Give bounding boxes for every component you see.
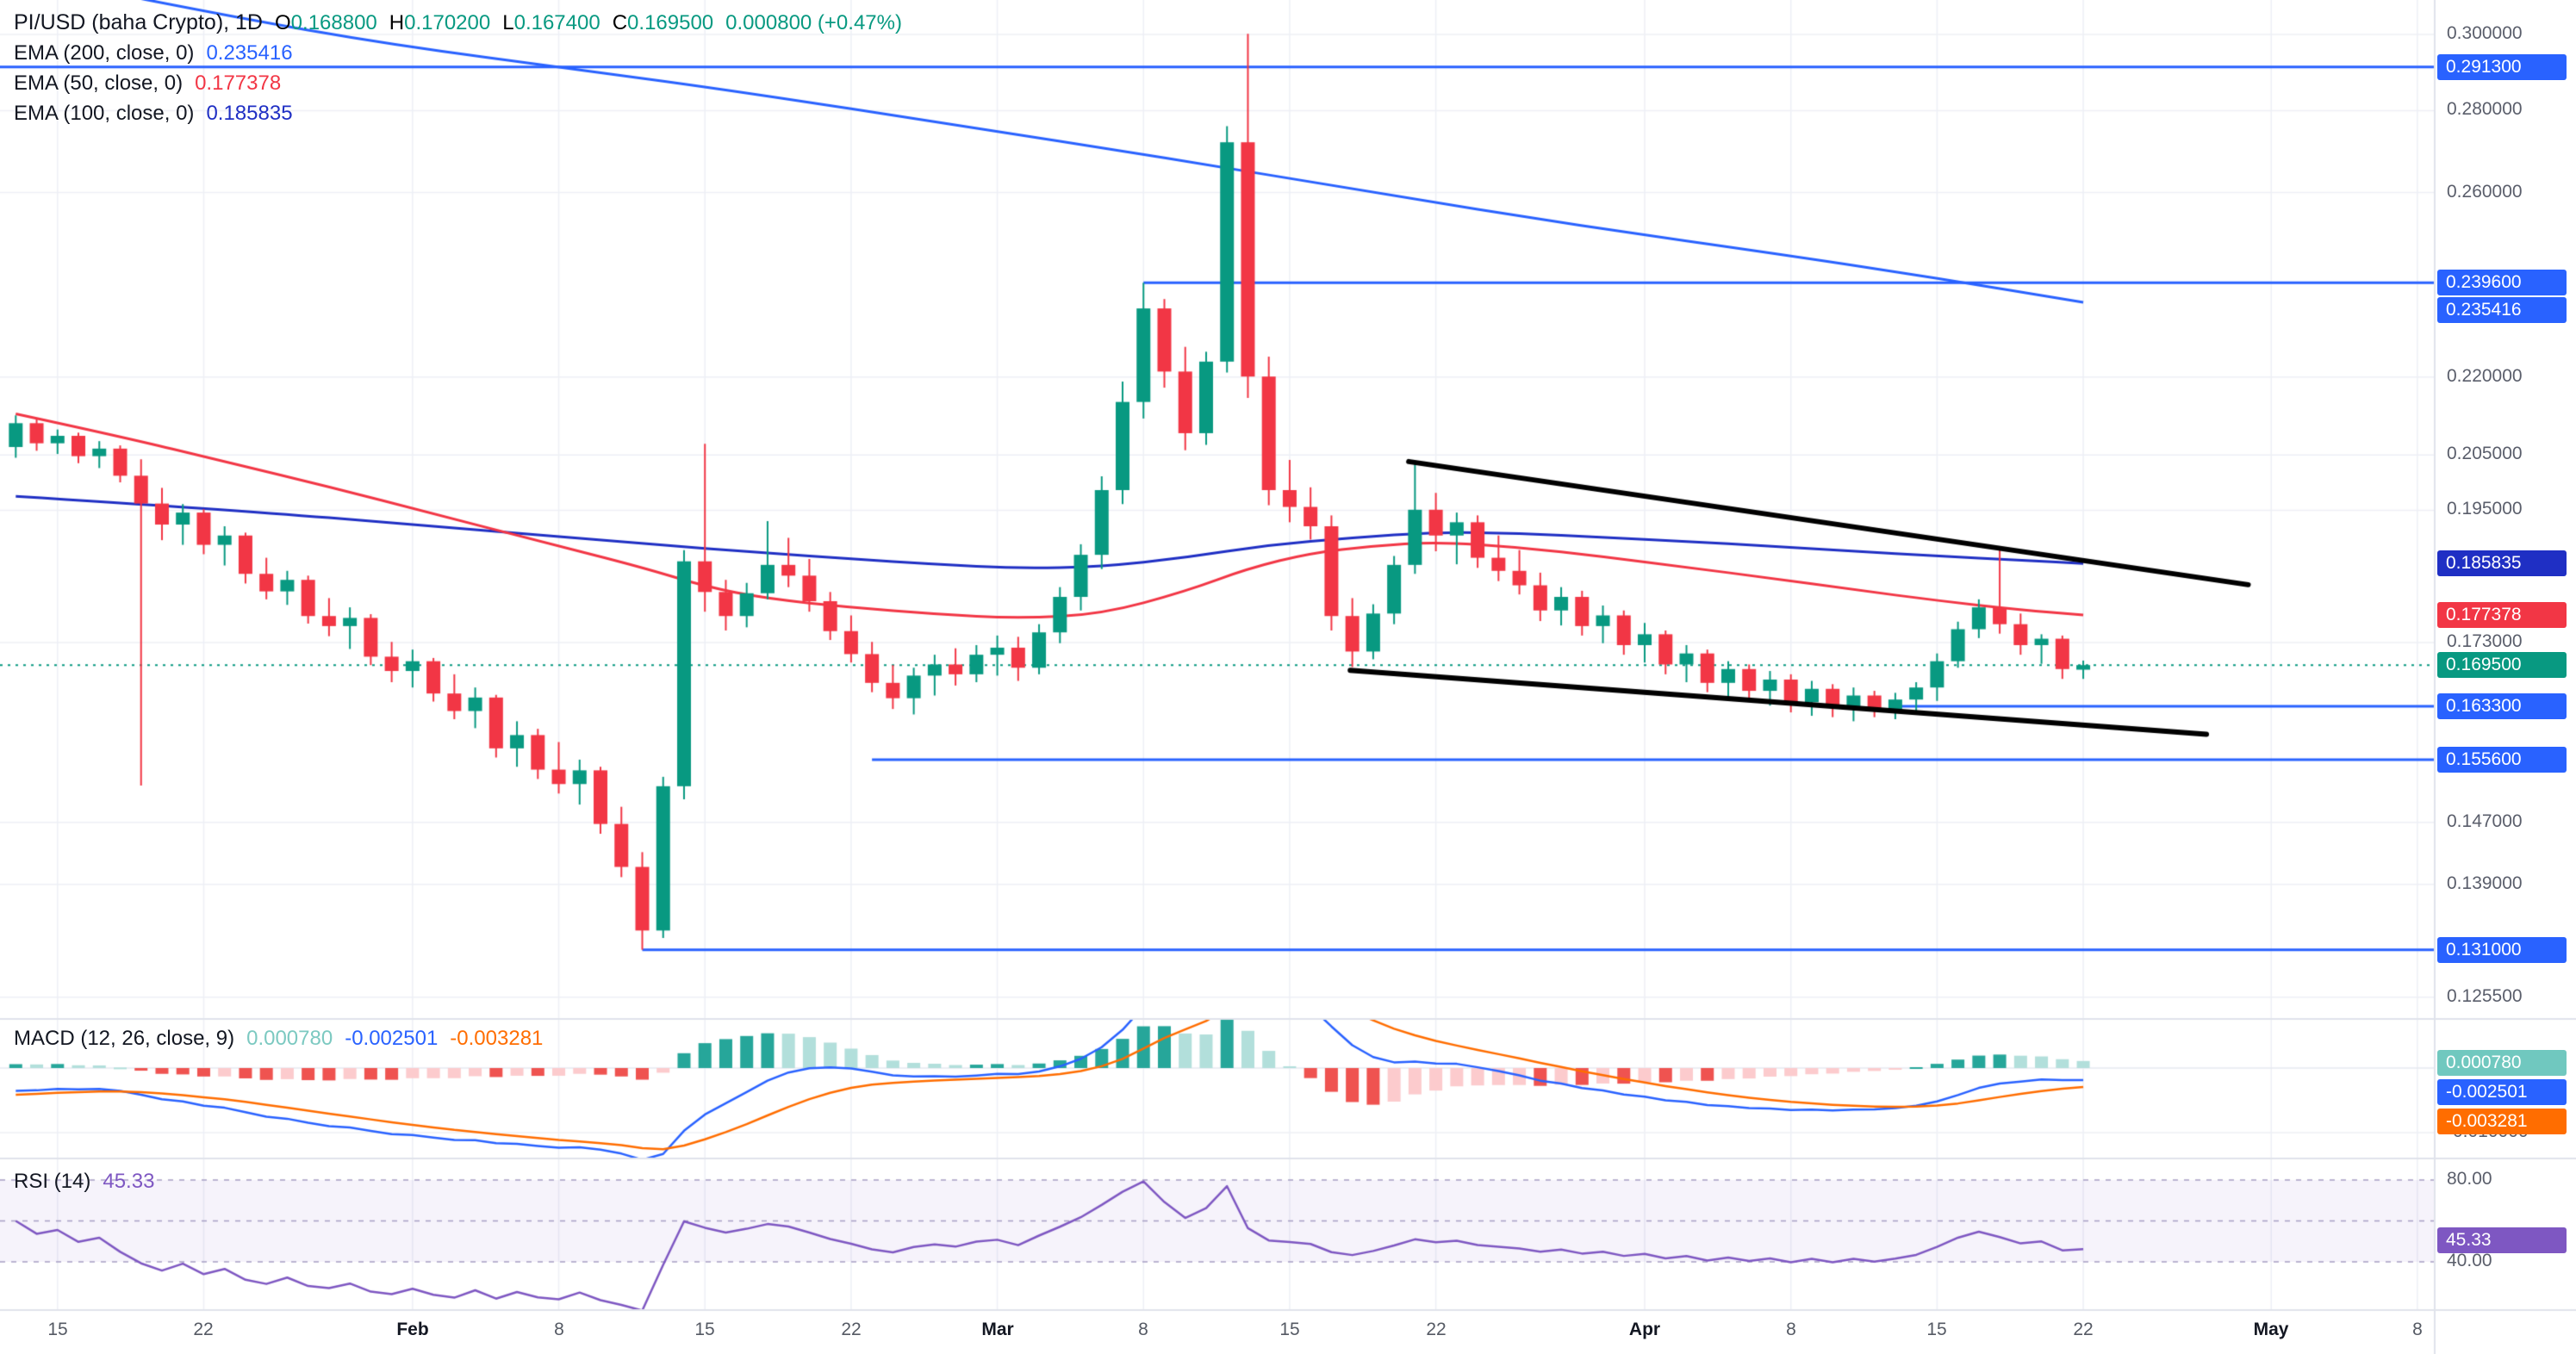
time-label-15: 15 xyxy=(1926,1320,1947,1339)
price-tick: 0.220000 xyxy=(2447,366,2523,386)
ohlc-low-key: L xyxy=(502,11,514,34)
time-axis[interactable]: 15 22 Feb 8 15 22 Mar 8 15 22 Apr 8 15 22 May 8 xyxy=(0,1310,2435,1354)
macd-hist-value: 0.000780 xyxy=(246,1027,333,1050)
price-tick: 0.139000 xyxy=(2447,873,2523,893)
price-badge: 0.169500 xyxy=(2437,652,2567,678)
price-badge: 0.235416 xyxy=(2437,297,2567,323)
symbol-row: PI/USD (baha Crypto), 1D O0.168800 H0.17… xyxy=(14,10,902,35)
macd-legend[interactable]: MACD (12, 26, close, 9) 0.000780 -0.0025… xyxy=(14,1027,543,1057)
macd-line-value: -0.002501 xyxy=(345,1027,439,1050)
ohlc-close-value: 0.169500 xyxy=(627,11,714,34)
indicator-value: 0.177378 xyxy=(195,71,282,95)
symbol-legend: PI/USD (baha Crypto), 1D O0.168800 H0.17… xyxy=(14,10,902,132)
price-tick: 0.300000 xyxy=(2447,23,2523,43)
ohlc-high-value: 0.170200 xyxy=(404,11,491,34)
ohlc-open: O0.168800 xyxy=(275,11,377,35)
time-label-8: 8 xyxy=(554,1320,564,1339)
time-label-Apr: Apr xyxy=(1628,1320,1661,1339)
rsi-badge: 45.33 xyxy=(2437,1227,2567,1253)
indicator-value: 0.185835 xyxy=(206,102,293,125)
rsi-tick: 40.00 xyxy=(2447,1251,2492,1270)
rsi-tick: 80.00 xyxy=(2447,1169,2492,1189)
time-label-22: 22 xyxy=(1426,1320,1447,1339)
indicator-value: 0.235416 xyxy=(206,41,293,65)
ohlc-low: L0.167400 xyxy=(502,11,600,35)
ohlc-low-value: 0.167400 xyxy=(513,11,600,34)
time-label-8: 8 xyxy=(1786,1320,1796,1339)
time-label-15: 15 xyxy=(47,1320,68,1339)
time-label-15: 15 xyxy=(1279,1320,1300,1339)
time-label-May: May xyxy=(2253,1320,2289,1339)
ohlc-high-key: H xyxy=(389,11,405,34)
ohlc-open-value: 0.168800 xyxy=(290,11,377,34)
price-tick: 0.173000 xyxy=(2447,631,2523,651)
rsi-value: 45.33 xyxy=(103,1170,155,1193)
price-badge: 0.177378 xyxy=(2437,602,2567,628)
time-label-8: 8 xyxy=(1138,1320,1148,1339)
price-tick: 0.125500 xyxy=(2447,986,2523,1006)
indicator-name: EMA (200, close, 0) xyxy=(14,41,195,65)
price-tick: 0.260000 xyxy=(2447,182,2523,202)
price-badge: 0.131000 xyxy=(2437,937,2567,963)
indicator-row-ema200[interactable]: EMA (200, close, 0) 0.235416 xyxy=(14,41,902,65)
macd-signal-value: -0.003281 xyxy=(450,1027,544,1050)
time-label-15: 15 xyxy=(694,1320,715,1339)
rsi-legend-row: RSI (14) 45.33 xyxy=(14,1170,154,1194)
symbol-title[interactable]: PI/USD (baha Crypto), 1D xyxy=(14,10,263,34)
time-label-22: 22 xyxy=(841,1320,862,1339)
macd-name: MACD (12, 26, close, 9) xyxy=(14,1027,235,1050)
time-label-8: 8 xyxy=(2412,1320,2423,1339)
indicator-name: EMA (100, close, 0) xyxy=(14,102,195,125)
macd-badge: -0.003281 xyxy=(2437,1109,2567,1134)
price-badge: 0.185835 xyxy=(2437,550,2567,576)
indicator-name: EMA (50, close, 0) xyxy=(14,71,184,95)
price-badge: 0.239600 xyxy=(2437,270,2567,295)
time-label-22: 22 xyxy=(2073,1320,2094,1339)
ohlc-high: H0.170200 xyxy=(389,11,490,35)
change-value: 0.000800 (+0.47%) xyxy=(725,11,902,34)
rsi-name: RSI (14) xyxy=(14,1170,91,1193)
price-badge: 0.291300 xyxy=(2437,54,2567,80)
indicator-row-ema100[interactable]: EMA (100, close, 0) 0.185835 xyxy=(14,102,902,126)
price-badge: 0.163300 xyxy=(2437,693,2567,719)
time-label-Feb: Feb xyxy=(396,1320,429,1339)
time-label-22: 22 xyxy=(193,1320,214,1339)
macd-legend-row: MACD (12, 26, close, 9) 0.000780 -0.0025… xyxy=(14,1027,543,1051)
price-tick: 0.195000 xyxy=(2447,499,2523,519)
macd-badge: -0.002501 xyxy=(2437,1079,2567,1105)
price-axis[interactable]: 0.300000 0.280000 0.260000 0.220000 0.205000… xyxy=(2435,0,2576,1354)
ohlc-close-key: C xyxy=(612,11,628,34)
price-badge: 0.155600 xyxy=(2437,747,2567,773)
price-tick: 0.147000 xyxy=(2447,811,2523,831)
indicator-row-ema50[interactable]: EMA (50, close, 0) 0.177378 xyxy=(14,71,902,96)
macd-badge: 0.000780 xyxy=(2437,1050,2567,1076)
ohlc-open-key: O xyxy=(275,11,291,34)
rsi-legend[interactable]: RSI (14) 45.33 xyxy=(14,1170,154,1200)
price-tick: 0.205000 xyxy=(2447,444,2523,463)
ohlc-close: C0.169500 xyxy=(613,11,713,35)
time-label-Mar: Mar xyxy=(981,1320,1014,1339)
price-tick: 0.280000 xyxy=(2447,99,2523,119)
